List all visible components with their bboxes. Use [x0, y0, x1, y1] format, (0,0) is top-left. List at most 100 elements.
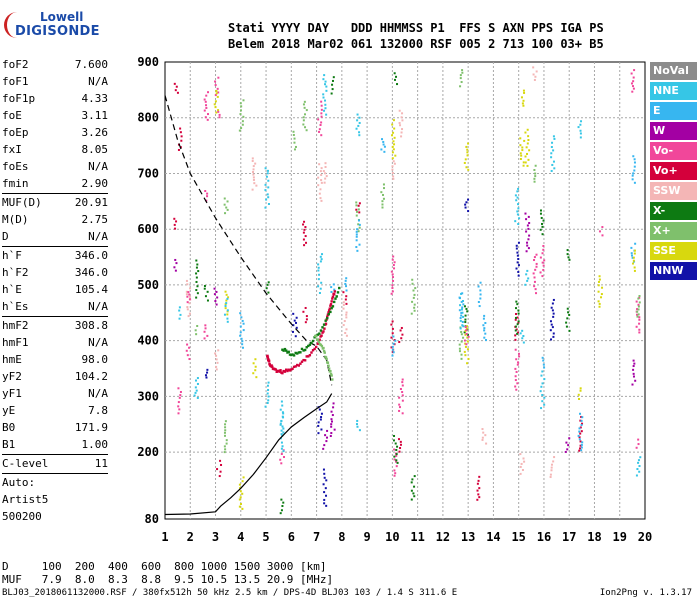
echo-dot — [630, 246, 633, 249]
echo-dot — [280, 452, 283, 455]
echo-dot — [533, 259, 536, 262]
x-tick-label: 2 — [187, 530, 194, 544]
echo-dot — [631, 256, 634, 259]
echo-dot — [356, 425, 359, 428]
trace-point — [331, 297, 334, 300]
echo-dot — [239, 496, 242, 499]
echo-dot — [178, 408, 181, 411]
legend-item: NoVal — [650, 62, 697, 80]
echo-dot — [215, 303, 218, 306]
echo-dot — [317, 424, 320, 427]
echo-dot — [330, 92, 333, 95]
param-name: M(D) — [2, 213, 29, 226]
echo-dot — [381, 138, 384, 141]
muf-row: MUF 7.9 8.0 8.3 8.8 9.5 10.5 13.5 20.9 [… — [2, 573, 334, 586]
echo-dot — [357, 204, 360, 207]
echo-dot — [317, 263, 320, 266]
echo-dot — [479, 289, 482, 292]
echo-dot — [517, 270, 520, 273]
echo-dot — [196, 263, 199, 266]
x-tick-label: 4 — [237, 530, 244, 544]
trace-point — [329, 303, 333, 306]
echo-dot — [331, 414, 334, 417]
echo-dot — [515, 244, 518, 247]
echo-dot — [482, 317, 485, 320]
echo-dot — [542, 244, 545, 247]
echo-dot — [358, 211, 361, 214]
echo-dot — [578, 430, 581, 433]
echo-dot — [391, 287, 394, 290]
echo-dot — [541, 382, 544, 385]
trace-point — [286, 369, 289, 373]
trace-point — [326, 315, 329, 318]
trace-point — [333, 290, 337, 293]
echo-dot — [514, 367, 517, 370]
echo-dot — [517, 309, 520, 312]
echo-dot — [581, 416, 584, 419]
echo-dot — [185, 290, 188, 293]
echo-dot — [638, 331, 641, 334]
echo-dot — [565, 441, 568, 444]
echo-dot — [393, 78, 396, 81]
echo-dot — [322, 170, 325, 173]
echo-dot — [539, 271, 542, 274]
echo-dot — [517, 241, 520, 244]
echo-dot — [577, 434, 580, 437]
trace-point — [329, 310, 332, 314]
echo-dot — [401, 333, 404, 336]
parameter-panel: foF2 7.600 foF1 N/A foF1p 4.33 foE 3.11 foEp 3.26… — [2, 56, 108, 525]
echo-dot — [399, 329, 402, 332]
plot-frame — [164, 61, 646, 520]
echo-dot — [542, 264, 545, 267]
param-separator — [2, 246, 108, 247]
echo-dot — [399, 387, 402, 390]
echo-dot — [177, 401, 180, 404]
echo-dot — [396, 461, 399, 464]
echo-dot — [279, 458, 282, 461]
echo-dot — [516, 303, 519, 306]
echo-dot — [534, 164, 537, 167]
echo-dot — [177, 412, 180, 415]
auto-line: Auto: — [2, 476, 36, 489]
param-name: C-level — [2, 457, 49, 470]
trace-point — [323, 327, 326, 330]
echo-dot — [215, 290, 218, 293]
echo-dot — [329, 435, 332, 438]
echo-dot — [242, 476, 245, 479]
echo-dot — [267, 186, 270, 189]
echo-dot — [633, 181, 636, 184]
param-name: foF2 — [2, 58, 29, 71]
trace-point — [317, 340, 321, 344]
echo-dot — [514, 334, 517, 337]
echo-dot — [522, 457, 525, 460]
echo-dot — [458, 309, 461, 312]
echo-dot — [631, 90, 634, 93]
echo-dot — [239, 486, 242, 489]
echo-dot — [223, 313, 226, 316]
echo-dot — [464, 321, 467, 324]
trace-point — [322, 349, 326, 353]
echo-dot — [632, 155, 635, 158]
echo-dot — [463, 339, 466, 342]
echo-dot — [464, 314, 467, 317]
echo-dot — [550, 466, 553, 469]
echo-dot — [579, 389, 582, 392]
echo-dot — [541, 252, 544, 255]
echo-dot — [400, 326, 403, 329]
echo-dot — [551, 309, 554, 312]
param-value: 98.0 — [81, 353, 109, 366]
trace-point — [322, 323, 326, 326]
param-value: 346.0 — [74, 249, 108, 262]
echo-dot — [225, 439, 228, 442]
echo-dot — [355, 214, 358, 217]
param-row: h`E 105.4 — [2, 281, 108, 298]
echo-dot — [195, 272, 198, 275]
trace-point — [321, 326, 324, 329]
echo-dot — [637, 438, 640, 441]
echo-dot — [187, 315, 190, 318]
echo-dot — [330, 423, 333, 426]
echo-dot — [459, 319, 462, 322]
trace-point — [282, 369, 285, 373]
echo-dot — [265, 287, 268, 290]
echo-dot — [206, 195, 209, 198]
